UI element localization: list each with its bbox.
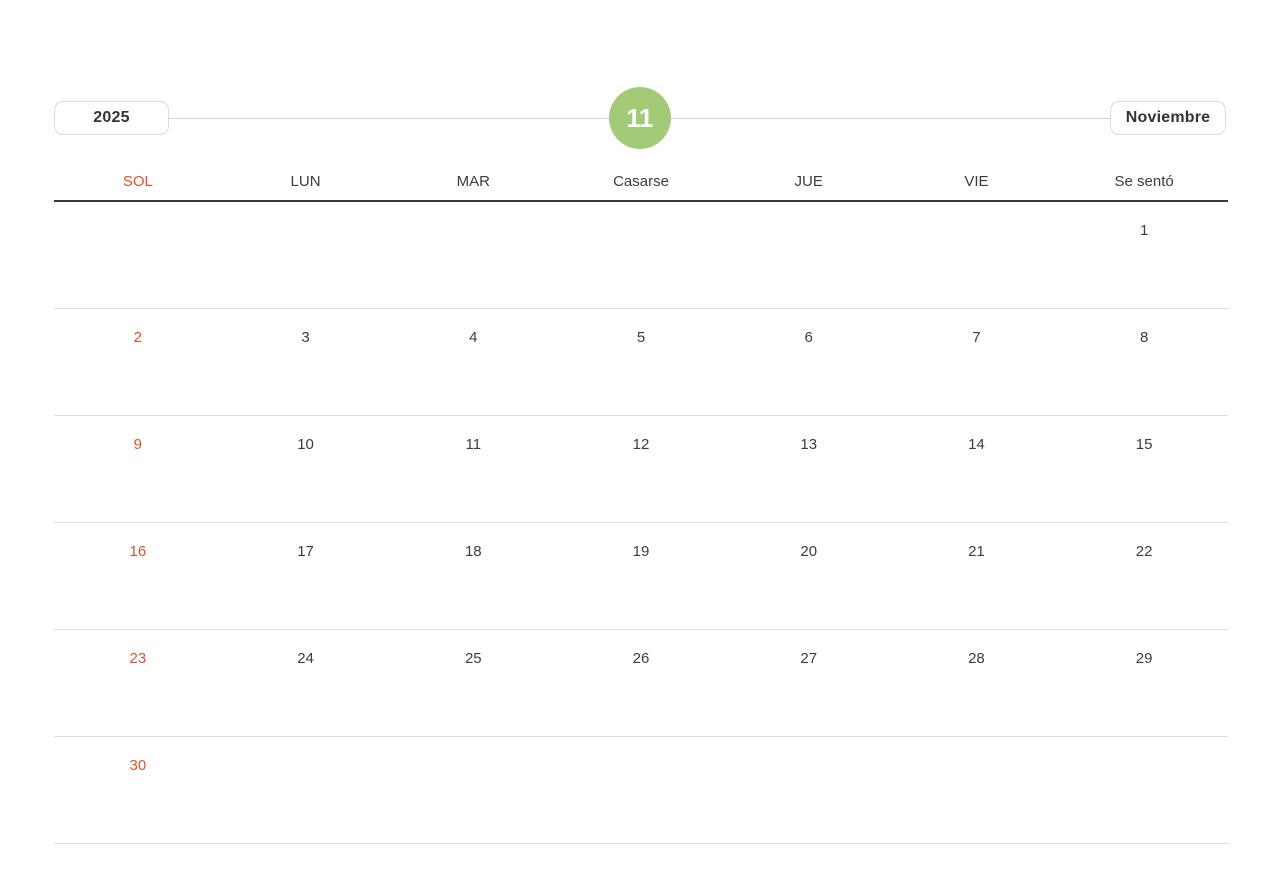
day-number: 5 [636, 329, 646, 346]
day-number: 8 [1139, 329, 1149, 346]
day-number: 22 [1135, 543, 1153, 560]
day-cell[interactable]: 19 [557, 523, 725, 629]
month-name-badge[interactable]: Noviembre [1110, 101, 1226, 135]
day-cell[interactable]: 26 [557, 630, 725, 736]
day-cell[interactable]: 7 [893, 309, 1061, 415]
weekday-header-6: Se sentó [1114, 173, 1174, 190]
day-number: 10 [297, 436, 314, 453]
day-number: 23 [129, 650, 147, 667]
day-number: 9 [133, 436, 143, 453]
day-cell[interactable]: 8 [1060, 309, 1228, 415]
day-cell-empty [1060, 737, 1228, 843]
day-number: 11 [465, 436, 482, 453]
weekday-header-row: SOL LUN MAR Casarse JUE VIE Se sentó [54, 172, 1228, 202]
day-cell-empty [222, 737, 390, 843]
weekday-header-3: Casarse [613, 173, 669, 190]
day-number: 20 [800, 543, 818, 560]
week-row: 23 24 25 26 27 28 29 [54, 630, 1228, 737]
day-cell[interactable]: 13 [725, 416, 893, 522]
day-cell[interactable]: 30 [54, 737, 222, 843]
week-row: 9 10 11 12 13 14 15 [54, 416, 1228, 523]
month-name-label: Noviembre [1125, 109, 1211, 126]
day-cell[interactable]: 5 [557, 309, 725, 415]
day-cell[interactable]: 4 [389, 309, 557, 415]
day-cell[interactable]: 27 [725, 630, 893, 736]
day-cell[interactable]: 6 [725, 309, 893, 415]
day-cell[interactable]: 15 [1060, 416, 1228, 522]
day-cell[interactable]: 22 [1060, 523, 1228, 629]
calendar-header: 2025 11 Noviembre [54, 87, 1226, 149]
day-cell[interactable]: 21 [893, 523, 1061, 629]
day-cell-empty [725, 202, 893, 308]
day-cell[interactable]: 9 [54, 416, 222, 522]
week-row: 1 [54, 202, 1228, 309]
day-number: 17 [297, 543, 314, 560]
day-number: 14 [968, 436, 985, 453]
day-cell[interactable]: 10 [222, 416, 390, 522]
weekday-header-0: SOL [122, 173, 153, 190]
week-row: 30 [54, 737, 1228, 844]
day-cell-empty [893, 202, 1061, 308]
day-number: 2 [133, 329, 143, 346]
month-number-badge[interactable]: 11 [608, 87, 671, 149]
day-cell[interactable]: 3 [222, 309, 390, 415]
day-cell[interactable]: 11 [389, 416, 557, 522]
day-number: 16 [129, 543, 147, 560]
day-cell-empty [54, 202, 222, 308]
day-cell[interactable]: 24 [222, 630, 390, 736]
month-number-label: 11 [626, 102, 653, 133]
weekday-header-4: JUE [794, 173, 823, 190]
day-number: 26 [632, 650, 650, 667]
day-cell-empty [557, 737, 725, 843]
day-cell[interactable]: 28 [893, 630, 1061, 736]
day-cell-empty [389, 737, 557, 843]
day-cell[interactable]: 14 [893, 416, 1061, 522]
day-cell[interactable]: 18 [389, 523, 557, 629]
day-number: 28 [968, 650, 985, 667]
day-number: 21 [968, 543, 985, 560]
header-connector-left [169, 117, 609, 119]
day-number: 27 [800, 650, 818, 667]
day-cell[interactable]: 20 [725, 523, 893, 629]
day-number: 30 [129, 757, 147, 774]
day-cell[interactable]: 2 [54, 309, 222, 415]
year-label: 2025 [93, 109, 130, 126]
day-number: 12 [632, 436, 650, 453]
day-number: 25 [464, 650, 482, 667]
day-cell[interactable]: 12 [557, 416, 725, 522]
day-cell[interactable]: 29 [1060, 630, 1228, 736]
day-cell-empty [222, 202, 390, 308]
weekday-header-5: VIE [964, 173, 989, 190]
day-cell[interactable]: 1 [1060, 202, 1228, 308]
day-cell-empty [389, 202, 557, 308]
day-number: 3 [301, 329, 310, 346]
day-cell[interactable]: 17 [222, 523, 390, 629]
day-number: 19 [632, 543, 650, 560]
day-cell[interactable]: 23 [54, 630, 222, 736]
day-number: 13 [800, 436, 818, 453]
day-number: 18 [464, 543, 482, 560]
day-cell-empty [893, 737, 1061, 843]
day-cell-empty [725, 737, 893, 843]
day-number: 24 [297, 650, 314, 667]
day-number: 1 [1139, 222, 1149, 239]
week-row: 2 3 4 5 6 7 8 [54, 309, 1228, 416]
day-number: 6 [804, 329, 813, 346]
day-cell-empty [557, 202, 725, 308]
day-number: 15 [1135, 436, 1153, 453]
day-cell[interactable]: 16 [54, 523, 222, 629]
day-number: 4 [469, 329, 478, 346]
day-number: 29 [1135, 650, 1153, 667]
weekday-header-1: LUN [290, 173, 321, 190]
year-badge[interactable]: 2025 [54, 101, 169, 135]
header-connector-right [670, 117, 1110, 119]
weekday-header-2: MAR [456, 173, 490, 190]
week-row: 16 17 18 19 20 21 22 [54, 523, 1228, 630]
calendar-grid: 1 2 3 4 5 6 7 8 9 10 11 12 13 14 15 16 17 18 19 20 21 22 23 24 2… [54, 202, 1228, 844]
day-number: 7 [972, 329, 981, 346]
day-cell[interactable]: 25 [389, 630, 557, 736]
